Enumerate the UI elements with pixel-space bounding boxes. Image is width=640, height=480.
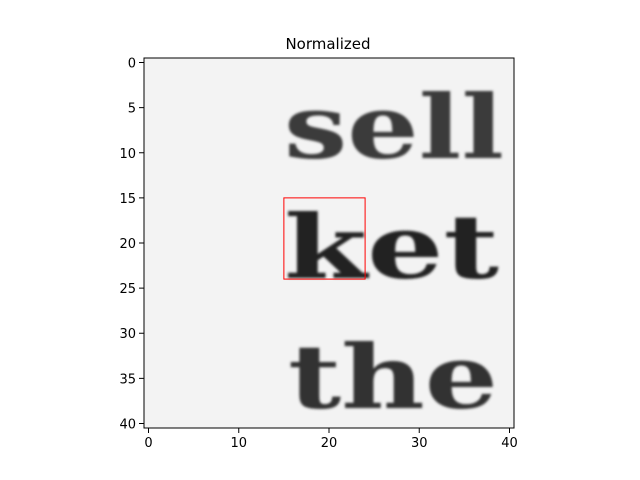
y-tick-label: 30 bbox=[119, 327, 136, 342]
y-tick-label: 35 bbox=[119, 372, 136, 387]
x-tick-label: 0 bbox=[144, 436, 152, 451]
image-word-2: ket bbox=[284, 195, 499, 299]
highlight-box bbox=[283, 197, 366, 280]
x-tick-label: 10 bbox=[230, 436, 247, 451]
y-axis: 0 5 10 15 20 25 30 35 40 bbox=[119, 57, 144, 432]
y-tick-label: 20 bbox=[119, 237, 136, 252]
image-word-1: sell bbox=[284, 75, 504, 179]
y-tick-label: 10 bbox=[119, 147, 136, 162]
x-tick-label: 20 bbox=[321, 436, 338, 451]
image-text: sell ket the bbox=[284, 75, 504, 429]
x-tick-label: 40 bbox=[501, 436, 518, 451]
image-background bbox=[144, 58, 514, 428]
image-area: sell ket the bbox=[144, 58, 514, 429]
y-tick-label: 0 bbox=[128, 57, 136, 72]
image-word-3: the bbox=[288, 325, 498, 429]
x-axis: 0 10 20 30 40 bbox=[144, 428, 518, 451]
y-tick-label: 40 bbox=[119, 417, 136, 432]
y-tick-label: 5 bbox=[128, 102, 136, 117]
y-tick-label: 15 bbox=[119, 192, 136, 207]
y-tick-label: 25 bbox=[119, 282, 136, 297]
chart-title: Normalized bbox=[285, 35, 370, 53]
x-tick-label: 30 bbox=[411, 436, 428, 451]
